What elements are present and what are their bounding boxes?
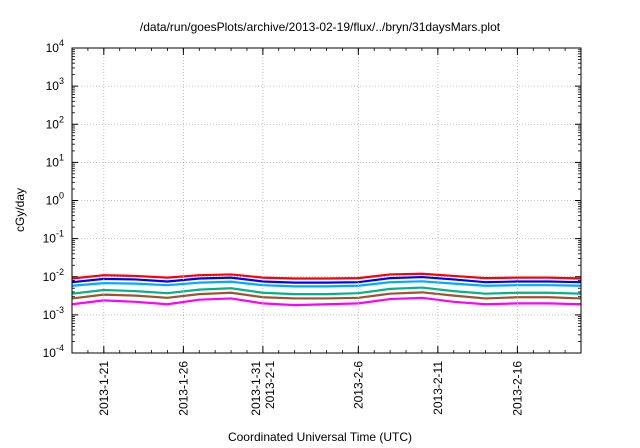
x-tick-label: 2013-2-6: [351, 361, 365, 409]
chart-title: /data/run/goesPlots/archive/2013-02-19/f…: [139, 20, 501, 34]
series-line: [72, 272, 581, 280]
x-tick-label: 2013-2-1: [263, 361, 277, 409]
y-tick-label: 10-1: [43, 229, 64, 246]
series-line: [72, 275, 581, 284]
series-line: [72, 280, 581, 288]
series-line: [72, 286, 581, 296]
x-axis-label: Coordinated Universal Time (UTC): [227, 430, 413, 444]
y-tick-label: 10-4: [43, 343, 64, 360]
y-tick-label: 10-3: [43, 305, 64, 322]
x-tick-label: 2013-1-26: [176, 361, 190, 416]
x-tick-label: 2013-1-21: [97, 361, 111, 416]
y-tick-label: 101: [46, 152, 64, 169]
plot-frame: [71, 47, 582, 354]
y-tick-label: 10-2: [43, 267, 64, 284]
y-tick-label: 103: [46, 76, 64, 93]
series-line: [72, 291, 581, 300]
x-tick-label: 2013-2-11: [431, 361, 445, 415]
series-line: [72, 296, 581, 307]
y-tick-label: 100: [46, 191, 64, 208]
x-tick-label: 2013-1-31: [249, 361, 263, 416]
x-tick-label: 2013-2-16: [510, 361, 524, 416]
y-tick-label: 104: [46, 38, 64, 55]
y-tick-label: 102: [46, 114, 64, 131]
